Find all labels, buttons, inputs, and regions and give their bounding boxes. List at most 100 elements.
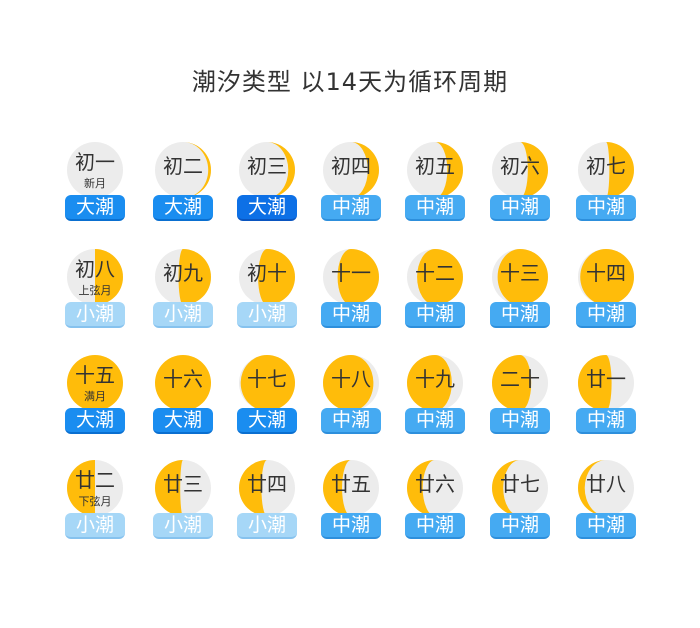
lunar-day-label: 十三 <box>500 261 540 285</box>
lunar-day-label: 二十 <box>500 367 540 391</box>
lunar-day-label: 初六 <box>500 154 540 178</box>
lunar-day-cell: 十七 大潮 <box>237 355 297 447</box>
moon-phase-icon <box>323 142 379 198</box>
moon-phase-icon <box>67 142 123 198</box>
lunar-day-label: 廿六 <box>415 472 455 496</box>
moon-lit-area <box>323 460 351 516</box>
tide-type-badge: 中潮 <box>321 302 381 328</box>
moon-phase-icon <box>323 460 379 516</box>
moon-phase-icon <box>67 355 123 411</box>
moon-dark-disc <box>155 355 211 411</box>
moon-lit-area <box>258 249 295 305</box>
lunar-day-label: 初五 <box>415 154 455 178</box>
tide-type-badge: 中潮 <box>490 195 550 221</box>
tide-type-badge: 中潮 <box>576 513 636 539</box>
moon-lit-area <box>497 249 548 305</box>
lunar-day-label: 廿四 <box>247 472 287 496</box>
lunar-day-cell: 初二 大潮 <box>153 142 213 234</box>
lunar-day-cell: 初一 新月 大潮 <box>65 142 125 234</box>
tide-type-badge: 中潮 <box>405 513 465 539</box>
lunar-day-label: 廿八 <box>586 472 626 496</box>
lunar-day-cell: 廿一 中潮 <box>576 355 636 447</box>
moon-lit-area <box>435 142 463 198</box>
lunar-day-label: 廿五 <box>331 472 371 496</box>
moon-phase-label: 上弦月 <box>78 284 112 297</box>
moon-lit-area <box>239 460 267 516</box>
tide-type-badge: 大潮 <box>153 195 213 221</box>
page-title: 潮汐类型 以14天为循环周期 <box>191 68 509 96</box>
moon-lit-area <box>520 142 548 198</box>
moon-phase-icon <box>492 355 548 411</box>
moon-phase-icon <box>578 355 634 411</box>
moon-lit-area <box>578 460 606 516</box>
moon-dark-disc <box>67 355 123 411</box>
moon-lit-area <box>337 249 379 305</box>
lunar-day-cell: 初三 大潮 <box>237 142 297 234</box>
moon-phase-icon <box>155 355 211 411</box>
tide-type-badge: 中潮 <box>405 408 465 434</box>
moon-dark-disc <box>323 142 379 198</box>
tide-type-badge: 大潮 <box>237 408 297 434</box>
lunar-day-cell: 廿四 小潮 <box>237 460 297 552</box>
lunar-day-cell: 十六 大潮 <box>153 355 213 447</box>
moon-dark-disc <box>155 142 211 198</box>
lunar-day-cell: 初八 上弦月 小潮 <box>65 249 125 341</box>
tide-type-badge: 中潮 <box>576 408 636 434</box>
tide-type-badge: 中潮 <box>321 195 381 221</box>
lunar-day-cell: 十五 满月 大潮 <box>65 355 125 447</box>
lunar-day-cell: 十九 中潮 <box>405 355 465 447</box>
tide-type-badge: 中潮 <box>576 195 636 221</box>
moon-lit-area <box>407 460 435 516</box>
lunar-day-cell: 廿五 中潮 <box>321 460 381 552</box>
lunar-day-label: 初三 <box>247 154 287 178</box>
tide-type-badge: 中潮 <box>321 513 381 539</box>
moon-lit-area <box>492 460 520 516</box>
moon-phase-label: 新月 <box>84 177 106 190</box>
moon-phase-icon <box>155 249 211 305</box>
lunar-day-label: 十二 <box>415 261 455 285</box>
lunar-day-label: 十一 <box>331 261 371 285</box>
lunar-day-label: 廿一 <box>586 367 626 391</box>
tide-type-badge: 大潮 <box>65 195 125 221</box>
lunar-day-label: 十六 <box>163 367 203 391</box>
tide-type-badge: 中潮 <box>490 513 550 539</box>
moon-dark-disc <box>492 460 548 516</box>
lunar-day-cell: 十三 中潮 <box>490 249 550 341</box>
lunar-day-label: 初七 <box>586 154 626 178</box>
lunar-day-cell: 初五 中潮 <box>405 142 465 234</box>
tide-type-badge: 中潮 <box>576 302 636 328</box>
moon-phase-icon <box>492 249 548 305</box>
moon-lit-area <box>240 355 295 411</box>
moon-phase-icon <box>407 460 463 516</box>
moon-lit-area <box>351 142 379 198</box>
lunar-day-label: 廿七 <box>500 472 540 496</box>
lunar-day-label: 初九 <box>163 261 203 285</box>
moon-phase-icon <box>407 142 463 198</box>
lunar-day-cell: 廿七 中潮 <box>490 460 550 552</box>
tide-type-badge: 中潮 <box>490 302 550 328</box>
lunar-day-cell: 廿六 中潮 <box>405 460 465 552</box>
lunar-day-cell: 二十 中潮 <box>490 355 550 447</box>
tide-type-badge: 大潮 <box>153 408 213 434</box>
moon-dark-disc <box>239 142 295 198</box>
lunar-day-cell: 十四 中潮 <box>576 249 636 341</box>
lunar-day-label: 廿三 <box>163 472 203 496</box>
lunar-day-label: 初四 <box>331 154 371 178</box>
lunar-day-label: 初八 <box>75 257 115 281</box>
lunar-day-cell: 初十 小潮 <box>237 249 297 341</box>
moon-phase-icon <box>67 460 123 516</box>
moon-phase-icon <box>323 249 379 305</box>
lunar-day-label: 初一 <box>75 150 115 174</box>
lunar-day-cell: 廿八 中潮 <box>576 460 636 552</box>
lunar-day-cell: 十一 中潮 <box>321 249 381 341</box>
moon-lit-area <box>95 249 123 305</box>
lunar-day-cell: 十八 中潮 <box>321 355 381 447</box>
moon-lit-area <box>407 355 452 411</box>
tide-type-badge: 大潮 <box>65 408 125 434</box>
lunar-day-label: 初二 <box>163 154 203 178</box>
lunar-day-cell: 廿二 下弦月 小潮 <box>65 460 125 552</box>
moon-phase-icon <box>578 249 634 305</box>
lunar-day-label: 廿二 <box>75 468 115 492</box>
lunar-day-label: 十七 <box>247 367 287 391</box>
moon-phase-icon <box>155 460 211 516</box>
